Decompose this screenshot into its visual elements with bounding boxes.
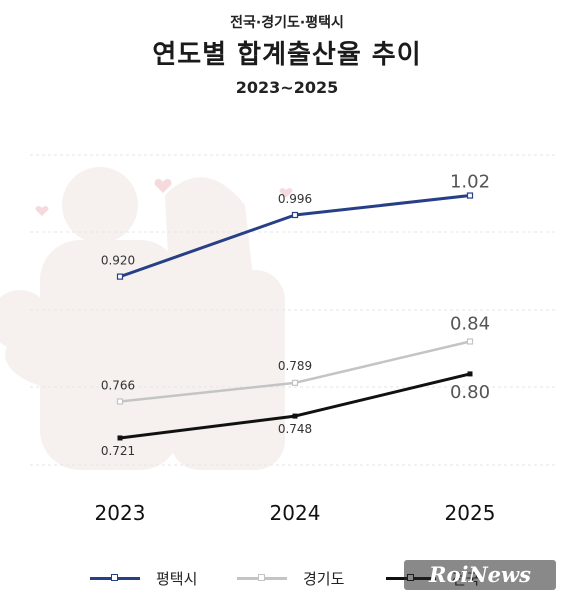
decor-hearts: [35, 178, 293, 216]
data-label-national: 0.721: [101, 444, 135, 458]
series-national: [117, 371, 473, 441]
data-point-gyeonggi: [291, 379, 299, 386]
data-label-national: 0.748: [278, 422, 312, 436]
data-point-pyeongtaek: [291, 211, 299, 219]
data-point-gyeonggi: [116, 398, 124, 405]
data-point-national: [467, 371, 473, 377]
legend-item-pyeongtaek: 평택시: [90, 566, 220, 590]
chart-title: 연도별 합계출산율 추이: [152, 40, 422, 70]
data-point-national: [292, 413, 298, 419]
data-point-pyeongtaek: [466, 192, 474, 199]
data-label-national: 0.80: [450, 382, 490, 403]
legend-label-gyeonggi: 경기도: [303, 570, 345, 588]
chart-subtitle: 2023~2025: [235, 78, 339, 97]
series-pyeongtaek: [116, 192, 474, 280]
data-label-pyeongtaek: 0.920: [101, 254, 135, 268]
data-point-national: [117, 435, 123, 441]
data-labels: 0.920 0.996 1.02 0.766 0.789 0.84 0.721 0.748 0.…: [101, 172, 490, 458]
legend-label-pyeongtaek: 평택시: [156, 570, 198, 588]
chart-supertitle: 전국·경기도·평택시: [230, 15, 344, 31]
data-label-pyeongtaek: 1.02: [450, 172, 490, 193]
series-gyeonggi: [116, 338, 474, 405]
x-tick-label: 2023: [95, 501, 146, 525]
x-tick-label: 2024: [270, 501, 321, 525]
data-label-pyeongtaek: 0.996: [278, 192, 312, 206]
line-chart: 0.920 0.996 1.02 0.766 0.789 0.84 0.721 0.748 0.…: [0, 154, 555, 525]
x-tick-label: 2025: [445, 501, 496, 525]
x-axis-labels: 2023 2024 2025: [95, 501, 496, 525]
data-label-gyeonggi: 0.84: [450, 313, 490, 334]
data-point-pyeongtaek: [116, 273, 124, 280]
data-label-gyeonggi: 0.789: [278, 359, 312, 373]
data-label-gyeonggi: 0.766: [101, 378, 135, 392]
square-marker-icon: [258, 574, 265, 581]
data-point-gyeonggi: [466, 338, 474, 345]
square-marker-icon: [111, 574, 118, 581]
series-layer: [116, 192, 474, 441]
legend-item-gyeonggi: 경기도: [237, 566, 367, 590]
watermark-logo: RoiNews: [404, 560, 556, 590]
